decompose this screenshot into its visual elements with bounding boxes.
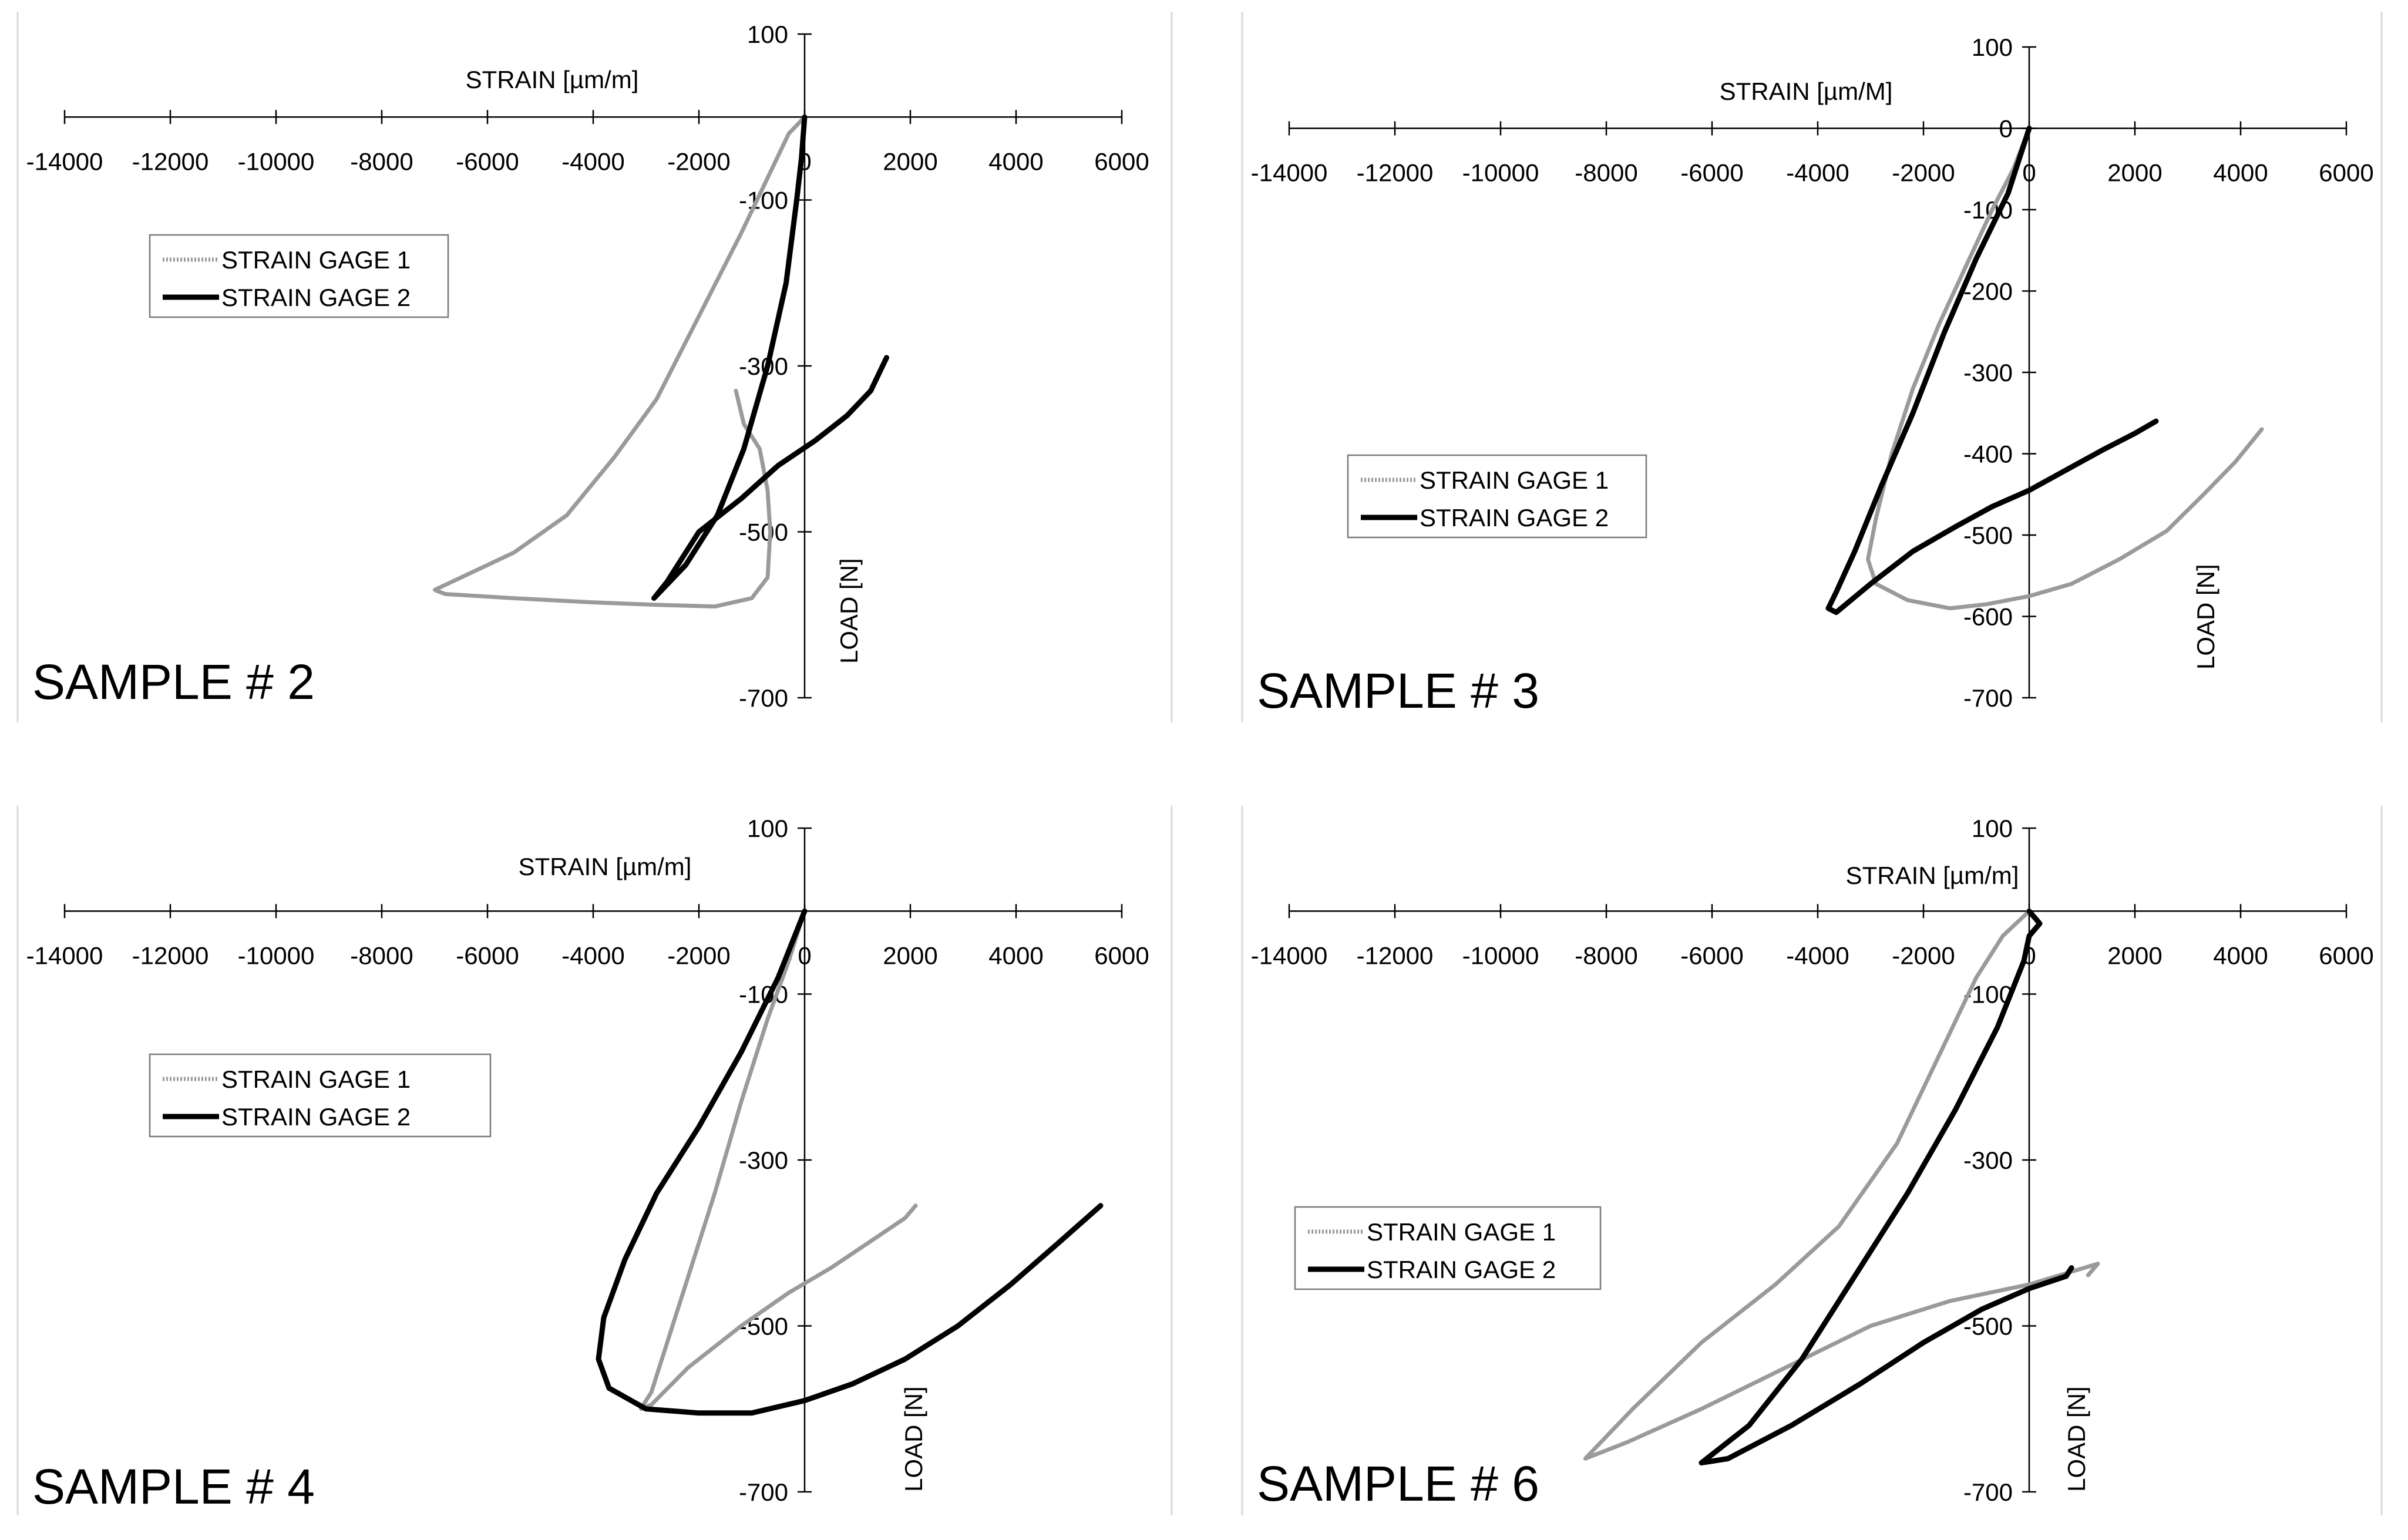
x-tick-label: 2000	[883, 147, 937, 175]
series-line-strain-gage-2	[596, 908, 1104, 1416]
x-tick-label: 6000	[1094, 147, 1149, 175]
y-axis-label: LOAD [N]	[835, 558, 863, 664]
y-tick-label: -500	[1963, 522, 2013, 549]
sample-label: SAMPLE # 6	[1257, 1456, 1539, 1511]
y-tick-label: 100	[747, 21, 788, 48]
x-tick-label: -4000	[1786, 159, 1849, 187]
legend-box	[149, 1053, 492, 1138]
y-tick-label: -400	[1963, 441, 2013, 468]
x-tick-label: 0	[798, 942, 811, 969]
legend: STRAIN GAGE 1 STRAIN GAGE 2	[149, 1053, 492, 1138]
legend-label: STRAIN GAGE 2	[1367, 1256, 1556, 1283]
x-tick-label: -6000	[1680, 942, 1743, 969]
series-line-strain-gage-2	[651, 114, 889, 601]
y-tick-label: 100	[1972, 33, 2013, 61]
y-tick-label: -700	[739, 1478, 788, 1506]
x-tick-label: -12000	[1357, 942, 1434, 969]
x-tick-label: -8000	[350, 942, 413, 969]
series-line-strain-gage-1	[432, 115, 807, 609]
legend-label: STRAIN GAGE 1	[1420, 466, 1609, 494]
y-tick-label: 0	[1999, 115, 2013, 143]
chart-panel-2: -14000 -12000 -10000 -8000 -6000 -4000 -2000 0 2…	[1241, 12, 2383, 722]
x-tick-label: -10000	[1462, 159, 1539, 187]
legend-label: STRAIN GAGE 2	[221, 284, 411, 311]
x-tick-label: -2000	[667, 147, 730, 175]
x-tick-label: 4000	[988, 942, 1043, 969]
x-tick-label: -14000	[1251, 942, 1328, 969]
x-tick-label: -10000	[1462, 942, 1539, 969]
x-tick-label: -14000	[26, 147, 103, 175]
x-tick-label: 4000	[2213, 159, 2268, 187]
x-tick-label: -6000	[456, 942, 519, 969]
x-tick-label: 4000	[988, 147, 1043, 175]
chart-panel-4: -14000 -12000 -10000 -8000 -6000 -4000 -2000 0 2…	[1241, 806, 2383, 1515]
series-line-strain-gage-1	[1866, 126, 2264, 611]
legend: STRAIN GAGE 1 STRAIN GAGE 2	[149, 234, 449, 318]
x-tick-label: -10000	[238, 147, 315, 175]
x-tick-label: -2000	[1892, 942, 1955, 969]
legend-label: STRAIN GAGE 1	[221, 1065, 411, 1093]
x-tick-label: -6000	[1680, 159, 1743, 187]
legend-box	[149, 234, 449, 318]
y-tick-label: -300	[1963, 1146, 2013, 1174]
x-axis-label: STRAIN [µm/m]	[1846, 862, 2019, 889]
x-tick-label: 6000	[2319, 942, 2373, 969]
x-tick-label: 4000	[2213, 942, 2268, 969]
y-axis-label: LOAD [N]	[900, 1386, 927, 1492]
x-tick-label: -12000	[132, 147, 209, 175]
legend: STRAIN GAGE 1 STRAIN GAGE 2	[1347, 454, 1647, 539]
y-axis-label: LOAD [N]	[2192, 564, 2219, 670]
legend-box	[1294, 1206, 1602, 1290]
x-tick-label: -10000	[238, 942, 315, 969]
y-tick-label: -300	[739, 1146, 788, 1174]
legend-label: STRAIN GAGE 2	[221, 1103, 411, 1131]
y-tick-label: 100	[747, 815, 788, 842]
y-tick-label: -200	[1963, 278, 2013, 305]
x-tick-label: -14000	[26, 942, 103, 969]
x-tick-label: 0	[2022, 159, 2036, 187]
y-tick-label: -300	[1963, 359, 2013, 386]
x-tick-label: -8000	[350, 147, 413, 175]
x-axis-label: STRAIN [µm/m]	[519, 853, 692, 880]
y-tick-label: -700	[739, 684, 788, 712]
x-tick-label: -4000	[1786, 942, 1849, 969]
legend: STRAIN GAGE 1 STRAIN GAGE 2	[1294, 1206, 1602, 1290]
series-line-strain-gage-2	[1825, 126, 2159, 616]
legend-box	[1347, 454, 1647, 539]
x-tick-label: -2000	[1892, 159, 1955, 187]
sample-label: SAMPLE # 2	[32, 654, 315, 710]
y-tick-label: -700	[1963, 684, 2013, 712]
y-tick-label: -500	[739, 1313, 788, 1340]
y-tick-label: -700	[1963, 1478, 2013, 1506]
x-axis-label: STRAIN [µm/m]	[466, 66, 639, 93]
x-tick-label: 6000	[2319, 159, 2373, 187]
legend-label: STRAIN GAGE 2	[1420, 504, 1609, 532]
y-axis-label: LOAD [N]	[2063, 1386, 2090, 1492]
x-tick-label: 2000	[883, 942, 937, 969]
x-tick-label: -2000	[667, 942, 730, 969]
x-tick-label: -4000	[561, 147, 624, 175]
chart-panel-3: -14000 -12000 -10000 -8000 -6000 -4000 -2000 0 2…	[16, 806, 1173, 1515]
series-line-strain-gage-1	[1583, 909, 2100, 1461]
y-tick-label: 100	[1972, 815, 2013, 842]
legend-label: STRAIN GAGE 1	[221, 246, 411, 274]
x-tick-label: 2000	[2107, 159, 2162, 187]
x-tick-label: -12000	[1357, 159, 1434, 187]
x-axis-label: STRAIN [µm/M]	[1720, 78, 1893, 105]
series-line-strain-gage-2	[1699, 908, 2074, 1466]
x-tick-label: -12000	[132, 942, 209, 969]
legend-label: STRAIN GAGE 1	[1367, 1218, 1556, 1246]
chart-panel-1: -14000 -12000 -10000 -8000 -6000 -4000 -2000 0 2…	[16, 12, 1173, 722]
x-tick-label: -8000	[1575, 159, 1637, 187]
x-tick-label: 2000	[2107, 942, 2162, 969]
sample-label: SAMPLE # 4	[32, 1459, 315, 1514]
x-tick-label: 6000	[1094, 942, 1149, 969]
x-tick-label: -4000	[561, 942, 624, 969]
x-tick-label: -6000	[456, 147, 519, 175]
x-tick-label: -14000	[1251, 159, 1328, 187]
sample-label: SAMPLE # 3	[1257, 663, 1539, 718]
y-tick-label: -500	[739, 519, 788, 546]
x-tick-label: -8000	[1575, 942, 1637, 969]
